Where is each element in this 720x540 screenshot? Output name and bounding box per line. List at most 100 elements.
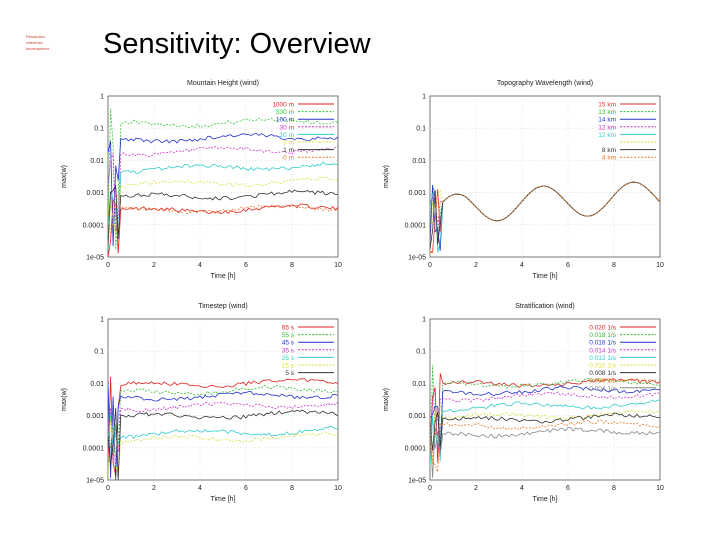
- legend-label: 0.014 1/s: [589, 347, 616, 354]
- y-axis-label: max(w): [383, 165, 390, 188]
- x-tick-label: 2: [152, 262, 156, 269]
- series-group: [108, 376, 338, 480]
- legend-label: 4 km: [602, 155, 616, 162]
- series-line: [108, 108, 338, 250]
- legend-label: 55 s: [282, 332, 295, 339]
- series-line: [430, 181, 660, 250]
- series-group: [430, 181, 660, 256]
- x-tick-label: 8: [290, 262, 294, 269]
- y-tick-label: 1: [100, 94, 104, 101]
- y-tick-label: 1e-05: [86, 478, 104, 485]
- legend-label: 0.018 1/s: [589, 332, 616, 339]
- x-tick-label: 8: [612, 262, 616, 269]
- y-tick-label: 1: [422, 94, 426, 101]
- x-tick-label: 0: [106, 485, 110, 492]
- series-line: [108, 380, 338, 480]
- series-line: [430, 373, 660, 463]
- y-tick-label: 0.1: [94, 349, 104, 356]
- legend-label: 30 m: [280, 124, 294, 131]
- chart-title: Stratification (wind): [515, 303, 575, 310]
- y-tick-label: 0.0001: [405, 222, 427, 229]
- legend-label: 0.012 1/s: [589, 355, 616, 362]
- legend-label: 5 s: [285, 370, 294, 377]
- x-tick-label: 8: [612, 485, 616, 492]
- x-tick-label: 8: [290, 485, 294, 492]
- legend-label: 0.008 1/s: [589, 370, 616, 377]
- logo-line: development: [26, 46, 49, 51]
- legend-label: 0.010 1/s: [589, 363, 616, 370]
- legend-label: 8 km: [602, 147, 616, 154]
- y-tick-label: 1e-05: [408, 255, 426, 262]
- y-axis-label: max(w): [61, 165, 68, 188]
- legend-label: 1000 m: [272, 102, 294, 109]
- y-tick-label: 0.1: [416, 126, 426, 133]
- logo-line: reference: [26, 40, 43, 45]
- x-tick-label: 4: [198, 262, 202, 269]
- chart-stratification: 0 2 4 6 8 10 1e-05 0.0001 0.001 0.01 0.1 1 Stratific…: [383, 303, 664, 503]
- legend-label: 15 km: [598, 102, 616, 109]
- chart-mountain-height: 0 2 4 6 8 10 1e-05 0.0001 0.001 0.01 0.1 1 Mountain …: [61, 80, 342, 280]
- series-line: [108, 161, 338, 236]
- series-line: [108, 192, 338, 238]
- x-tick-label: 2: [474, 485, 478, 492]
- chart-timestep: 0 2 4 6 8 10 1e-05 0.0001 0.001 0.01 0.1 1 Timestep …: [61, 303, 342, 503]
- y-tick-label: 0.01: [90, 381, 104, 388]
- legend-label: 0.004 1/s: [589, 385, 616, 392]
- legend-label: 14 km: [598, 117, 616, 124]
- x-tick-label: 4: [520, 485, 524, 492]
- series-group: [430, 364, 660, 478]
- chart-title: Topography Wavelength (wind): [497, 80, 593, 87]
- y-tick-label: 0.01: [412, 158, 426, 165]
- legend-label: 100 m: [276, 117, 294, 124]
- x-axis-label: Time [h]: [532, 496, 557, 503]
- series-group: [108, 108, 338, 257]
- x-axis-label: Time [h]: [210, 496, 235, 503]
- y-tick-label: 0.0001: [83, 222, 105, 229]
- series-line: [108, 176, 338, 238]
- legend-label: 3 m: [283, 140, 294, 147]
- series-line: [108, 145, 338, 232]
- x-tick-label: 0: [428, 485, 432, 492]
- legend-label: 25 s: [282, 355, 295, 362]
- series-line: [108, 132, 338, 247]
- x-tick-label: 10: [334, 262, 342, 269]
- series-line: [430, 364, 660, 475]
- series-line: [430, 399, 660, 467]
- y-tick-label: 0.1: [416, 349, 426, 356]
- y-tick-label: 0.001: [408, 413, 426, 420]
- x-axis-label: Time [h]: [532, 273, 557, 280]
- y-axis-label: max(w): [61, 388, 68, 411]
- y-tick-label: 0.01: [90, 158, 104, 165]
- y-tick-label: 0.0001: [405, 445, 427, 452]
- chart-title: Timestep (wind): [198, 303, 248, 310]
- x-tick-label: 10: [656, 262, 664, 269]
- x-tick-label: 10: [334, 485, 342, 492]
- legend-label: 1 m: [283, 147, 294, 154]
- legend-label: 13 km: [598, 109, 616, 116]
- x-tick-label: 6: [244, 262, 248, 269]
- legend-label: 10 m: [280, 132, 294, 139]
- legend-label: 0.006 1/s: [589, 378, 616, 385]
- y-axis-label: max(w): [383, 388, 390, 411]
- series-line: [430, 427, 660, 478]
- legend-label: 0 m: [283, 155, 294, 162]
- series-line: [108, 407, 338, 480]
- y-tick-label: 1e-05: [86, 255, 104, 262]
- series-line: [430, 389, 660, 459]
- chart-title: Mountain Height (wind): [187, 80, 259, 87]
- y-tick-label: 0.001: [86, 413, 104, 420]
- y-tick-label: 1e-05: [408, 478, 426, 485]
- x-tick-label: 4: [520, 262, 524, 269]
- x-tick-label: 6: [244, 485, 248, 492]
- series-line: [108, 418, 338, 480]
- plot-area: [429, 95, 661, 258]
- series-line: [108, 185, 338, 247]
- chart-topography-wavelength: 0 2 4 6 8 10 1e-05 0.0001 0.001 0.01 0.1 1 Topograph…: [383, 80, 664, 280]
- series-line: [108, 199, 338, 257]
- y-tick-label: 0.001: [86, 190, 104, 197]
- x-axis-label: Time [h]: [210, 273, 235, 280]
- x-tick-label: 6: [566, 262, 570, 269]
- legend-label: 12 km: [598, 124, 616, 131]
- x-tick-label: 2: [474, 262, 478, 269]
- y-tick-label: 0.01: [412, 381, 426, 388]
